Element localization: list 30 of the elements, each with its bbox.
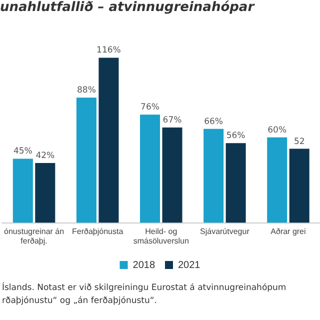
bar: [267, 137, 288, 223]
text: rðaþjónustu“ og „án ferðaþjónustu“.: [2, 295, 158, 308]
bar: [12, 158, 33, 223]
text: Íslands. Notast er við skilgreiningu Eurostat á atvinnugreinahópum: [2, 282, 286, 295]
chart-title: unahlutfallið – atvinnugreinahópar: [0, 0, 256, 16]
data-label: 116%: [96, 46, 121, 56]
x-tick-label: Sjávarútvegur: [200, 226, 250, 236]
x-tick-label: ónustugreinar án ferðaþj.: [4, 226, 64, 246]
x-tick-label: Ferðaþjónusta: [72, 226, 124, 236]
data-label: 66%: [204, 116, 224, 127]
data-label: 76%: [140, 102, 160, 113]
data-label: 67%: [162, 115, 182, 126]
bar: [162, 127, 182, 223]
data-label: 42%: [36, 150, 55, 161]
bar: [76, 98, 96, 223]
bar: [140, 114, 160, 223]
bar: [35, 163, 56, 223]
legend-label: 2018: [132, 260, 156, 271]
data-label: 88%: [77, 86, 96, 96]
bar: [204, 128, 224, 223]
bar: [98, 58, 119, 223]
bar: [289, 148, 310, 223]
data-label: 45%: [13, 146, 32, 157]
data-label: 52: [294, 136, 305, 147]
data-label: 56%: [226, 131, 246, 142]
data-label: 60%: [268, 125, 287, 136]
legend-label: 2021: [178, 260, 201, 271]
x-tick-label: Aðrar grei: [270, 226, 306, 236]
x-tick-label: Heild- og smásöluverslun: [133, 226, 189, 246]
bar: [226, 143, 246, 223]
